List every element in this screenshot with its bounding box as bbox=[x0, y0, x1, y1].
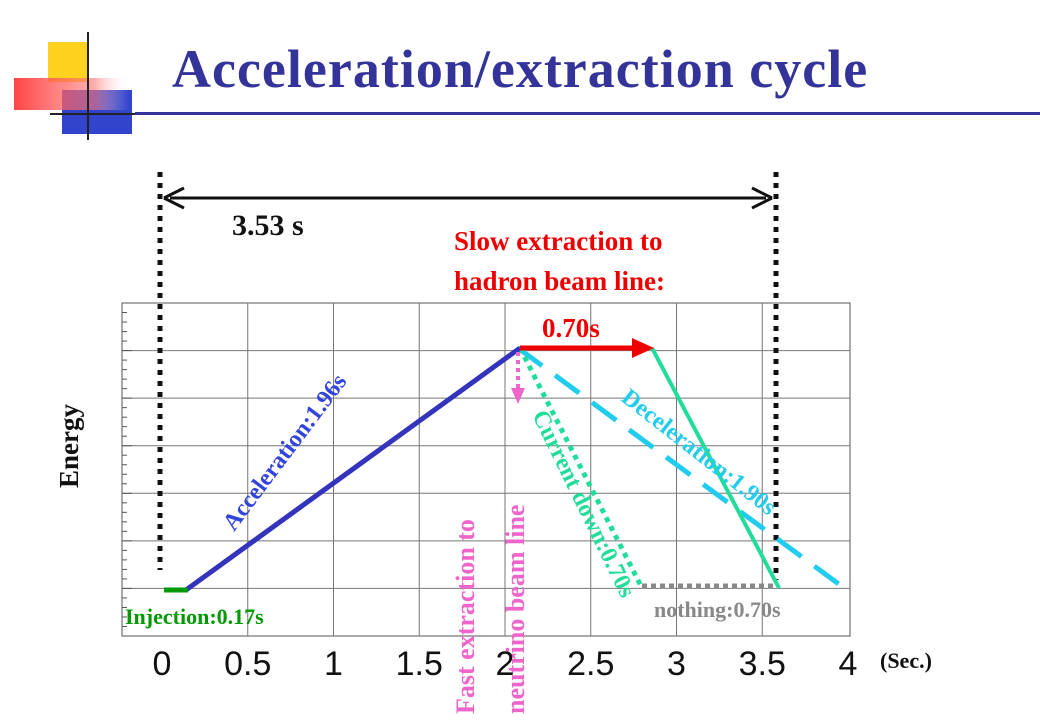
acceleration-line bbox=[184, 345, 522, 593]
x-tick-label: 0 bbox=[153, 645, 172, 683]
ramp-down-line bbox=[650, 347, 781, 589]
slow-extraction-title-line2: hadron beam line: bbox=[454, 266, 665, 296]
period-arrow-left-head bbox=[163, 186, 185, 210]
logo-decoration bbox=[14, 32, 140, 140]
plot-frame bbox=[121, 302, 851, 637]
period-label: 3.53 s bbox=[232, 209, 304, 242]
x-tick-label: 3 bbox=[667, 645, 686, 683]
x-axis-unit: (Sec.) bbox=[880, 648, 932, 673]
nothing-label: nothing:0.70s bbox=[654, 597, 781, 622]
slide-title: Acceleration/extraction cycle bbox=[172, 39, 869, 99]
x-tick-label: 1 bbox=[324, 645, 343, 683]
period-arrow-right-head bbox=[751, 186, 773, 210]
slow-extraction-arrowhead bbox=[632, 338, 654, 358]
current-down-line bbox=[517, 346, 645, 590]
fast-extraction-label-line1: Fast extraction to bbox=[451, 519, 480, 714]
x-tick-label: 2.5 bbox=[567, 645, 614, 683]
acceleration-label: Acceleration:1.96s bbox=[218, 369, 352, 535]
current-down-label: Current down:0.70s bbox=[527, 406, 640, 602]
deceleration-line bbox=[516, 345, 842, 588]
y-ticks bbox=[122, 302, 132, 637]
injection-label: Injection:0.17s bbox=[125, 604, 264, 629]
x-tick-label: 4 bbox=[839, 645, 858, 683]
x-tick-label: 3.5 bbox=[739, 645, 786, 683]
x-tick-labels: 0 0.5 1 1.5 2 2.5 3 3.5 4 bbox=[153, 645, 858, 683]
slow-extraction-title-line1: Slow extraction to bbox=[454, 226, 662, 256]
fast-extraction-arrowhead bbox=[511, 388, 525, 404]
title-underline bbox=[135, 112, 1040, 115]
slow-extraction-duration: 0.70s bbox=[542, 313, 600, 343]
x-tick-label: 2 bbox=[496, 645, 515, 683]
deceleration-label: Deceleration:1.90s bbox=[616, 384, 781, 521]
x-tick-label: 1.5 bbox=[396, 645, 443, 683]
x-tick-label: 0.5 bbox=[224, 645, 271, 683]
fast-extraction-label-line2: neutrino beam line bbox=[501, 505, 530, 714]
y-axis-label: Energy bbox=[54, 404, 84, 488]
